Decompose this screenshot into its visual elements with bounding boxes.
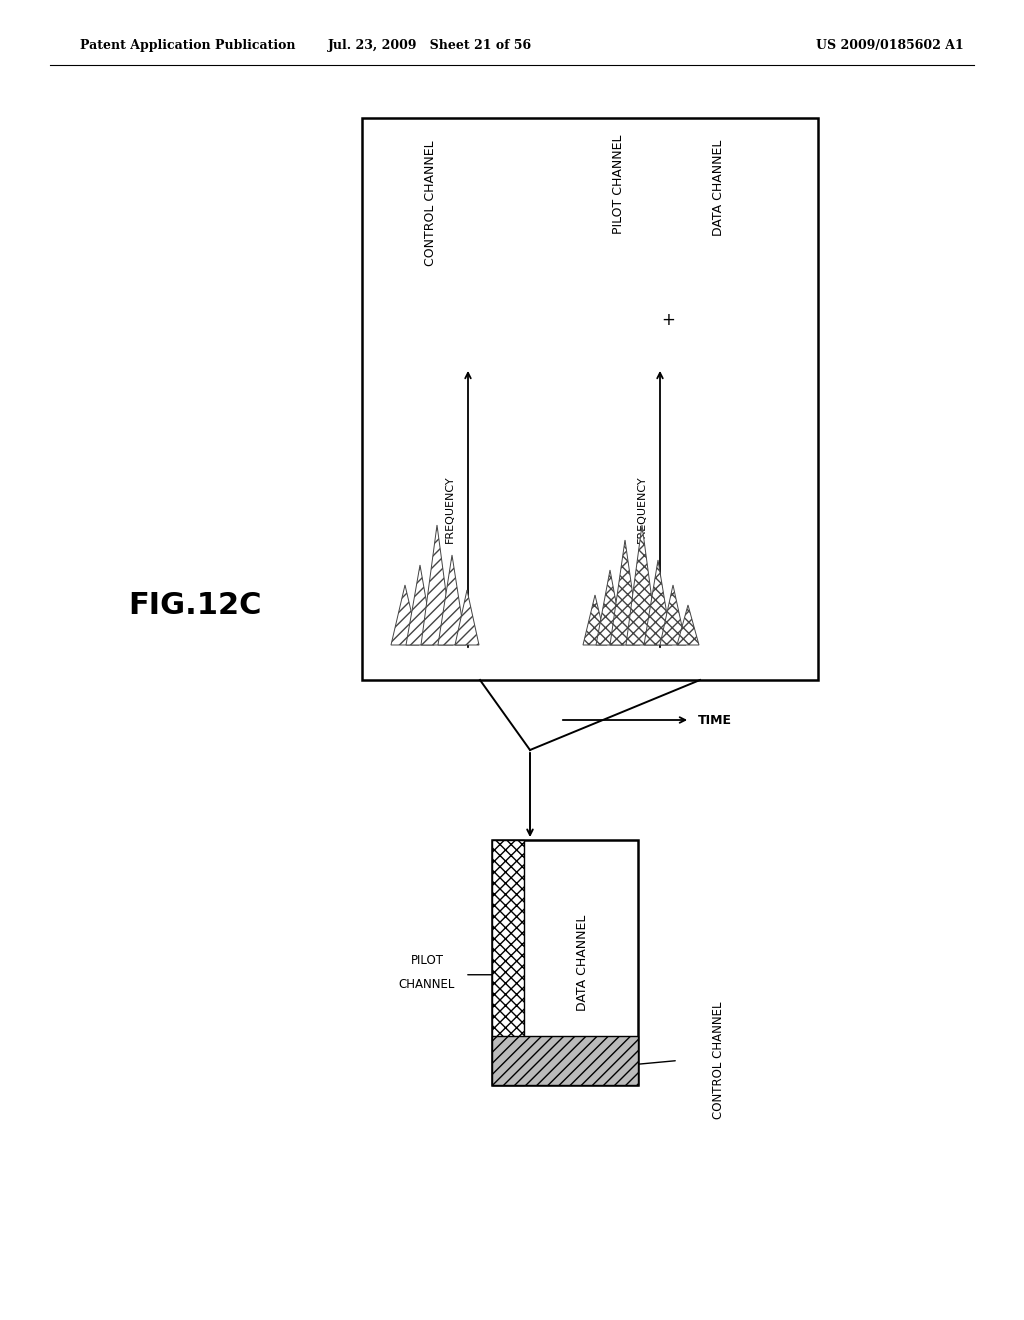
- Polygon shape: [677, 605, 699, 645]
- Polygon shape: [644, 560, 672, 645]
- Polygon shape: [610, 540, 640, 645]
- Bar: [492, 840, 524, 1085]
- Polygon shape: [421, 525, 453, 645]
- Polygon shape: [455, 590, 479, 645]
- Polygon shape: [438, 554, 466, 645]
- Polygon shape: [406, 565, 434, 645]
- Text: +: +: [662, 312, 675, 329]
- Text: FIG.12C: FIG.12C: [128, 590, 262, 619]
- Text: CONTROL CHANNEL: CONTROL CHANNEL: [712, 1002, 725, 1119]
- Text: PILOT: PILOT: [411, 954, 443, 968]
- Text: DATA CHANNEL: DATA CHANNEL: [712, 140, 725, 236]
- Text: DATA CHANNEL: DATA CHANNEL: [577, 915, 589, 1011]
- Bar: [492, 840, 638, 1085]
- Text: FREQUENCY: FREQUENCY: [445, 475, 455, 543]
- Text: PILOT CHANNEL: PILOT CHANNEL: [611, 135, 625, 235]
- Polygon shape: [626, 525, 658, 645]
- Text: CHANNEL: CHANNEL: [398, 978, 456, 991]
- Text: FREQUENCY: FREQUENCY: [637, 475, 647, 543]
- Text: CONTROL CHANNEL: CONTROL CHANNEL: [424, 140, 436, 265]
- Bar: [362, 117, 818, 680]
- Text: Jul. 23, 2009   Sheet 21 of 56: Jul. 23, 2009 Sheet 21 of 56: [328, 38, 532, 51]
- Polygon shape: [391, 585, 419, 645]
- Polygon shape: [583, 595, 607, 645]
- Text: TIME: TIME: [698, 714, 732, 726]
- Polygon shape: [596, 570, 624, 645]
- Text: Patent Application Publication: Patent Application Publication: [80, 38, 296, 51]
- Polygon shape: [660, 585, 686, 645]
- Bar: [492, 1036, 638, 1085]
- Text: US 2009/0185602 A1: US 2009/0185602 A1: [816, 38, 964, 51]
